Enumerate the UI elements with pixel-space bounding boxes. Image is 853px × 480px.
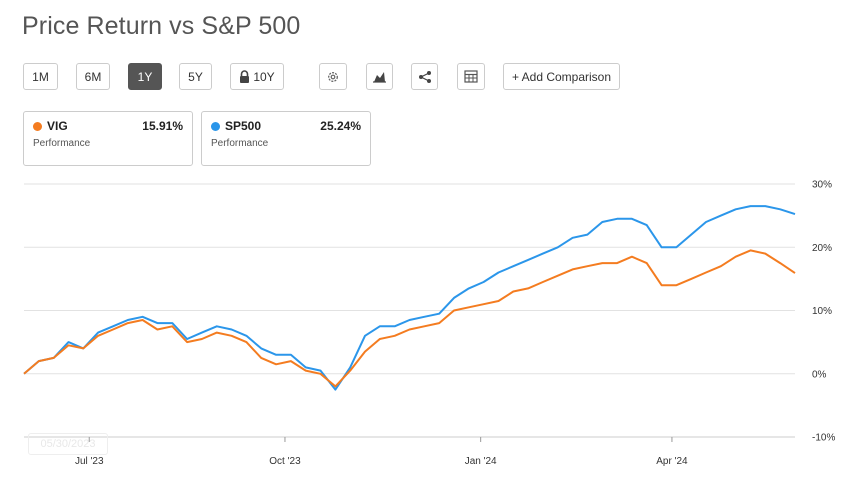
range-6m-button[interactable]: 6M	[76, 63, 110, 90]
y-tick-label: -10%	[812, 433, 835, 444]
range-5y-button[interactable]: 5Y	[179, 63, 212, 90]
legend-value: 15.91%	[142, 119, 183, 133]
share-button[interactable]	[411, 63, 438, 90]
date-watermark: 05/30/2023	[28, 433, 108, 455]
chart-type-button[interactable]	[366, 63, 393, 90]
range-10y-label: 10Y	[253, 69, 275, 84]
x-tick-label: Apr '24	[656, 456, 688, 467]
range-1y-button[interactable]: 1Y	[128, 63, 162, 90]
series-line-vig	[23, 249, 796, 388]
lock-icon	[239, 70, 250, 83]
y-tick-label: 30%	[812, 180, 832, 191]
sp500-color-dot	[211, 122, 220, 131]
add-comparison-button[interactable]: + Add Comparison	[503, 63, 620, 90]
gear-icon	[326, 70, 340, 84]
legend-sublabel: Performance	[211, 138, 269, 149]
share-icon	[418, 70, 432, 84]
legend-ticker: VIG	[47, 119, 68, 133]
legend-sublabel: Performance	[33, 138, 91, 149]
legend-ticker: SP500	[225, 119, 262, 133]
y-tick-label: 10%	[812, 306, 832, 317]
table-view-button[interactable]	[457, 63, 485, 90]
settings-button[interactable]	[319, 63, 347, 90]
y-tick-label: 0%	[812, 369, 827, 380]
y-tick-label: 20%	[812, 243, 832, 254]
range-10y-button[interactable]: 10Y	[230, 63, 284, 90]
legend-card-sp500[interactable]: SP500 25.24% Performance	[201, 111, 371, 166]
x-tick-label: Oct '23	[269, 456, 301, 467]
vig-color-dot	[33, 122, 42, 131]
range-1m-button[interactable]: 1M	[23, 63, 58, 90]
legend-value: 25.24%	[320, 119, 361, 133]
x-tick-label: Jan '24	[465, 456, 497, 467]
legend-card-vig[interactable]: VIG 15.91% Performance	[23, 111, 193, 166]
page-title: Price Return vs S&P 500	[22, 12, 301, 40]
x-tick-label: Jul '23	[75, 456, 104, 467]
table-icon	[464, 70, 478, 83]
mountain-chart-icon	[372, 70, 387, 83]
series-line-sp500	[23, 205, 796, 391]
